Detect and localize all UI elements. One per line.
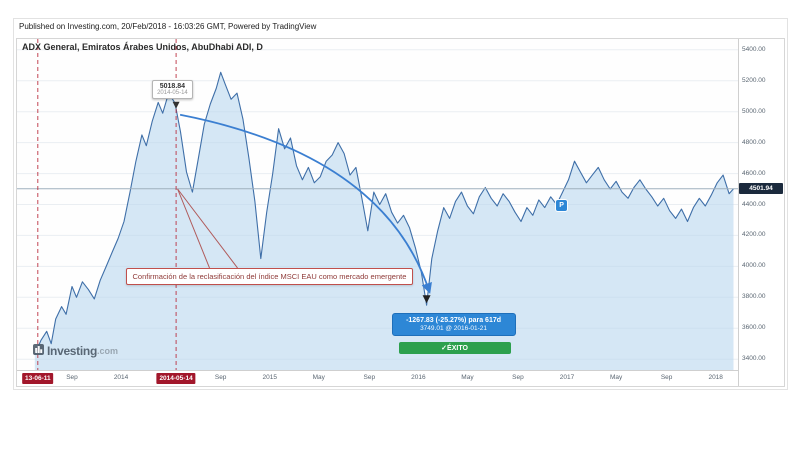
y-tick-label: 4200.00 [742,231,766,239]
current-price-badge: 4501.94 [739,182,783,194]
y-tick-label: 4600.00 [742,169,766,177]
x-tick-label: Sep [66,374,78,381]
chart-box: ADX General, Emiratos Árabes Unidos, Abu… [16,38,785,387]
event-date-badge-2: 2014-05-14 [156,373,196,384]
y-tick-label: 3600.00 [742,324,766,332]
chart-title: ADX General, Emiratos Árabes Unidos, Abu… [22,42,263,52]
event-date-badge-1: 13-06-11 [21,373,54,384]
exito-badge: ✓ÉXITO [398,342,511,355]
chart-widget: Published on Investing.com, 20/Feb/2018 … [13,18,788,390]
x-tick-label: May [461,374,474,381]
investing-logo: Investing .com [33,342,118,360]
x-tick-label: Sep [214,374,227,381]
y-axis[interactable]: 4501.94 3400.00 3600.00 3800.00 4000.00 4200… [738,39,784,386]
x-tick-label: 2017 [559,374,575,381]
y-tick-label: 4000.00 [742,262,766,270]
peak-callout[interactable]: 5018.84 2014-05-14 [152,79,193,99]
measure-change: -1267.83 (-25.27%) para 617d [406,317,502,325]
msci-annotation[interactable]: Confirmación de la reclasificación del í… [125,267,414,285]
y-tick-label: 3800.00 [742,293,766,301]
y-tick-label: 5000.00 [742,107,766,115]
price-chart-svg [17,39,738,370]
y-tick-label: 3400.00 [742,355,766,363]
peak-price: 5018.84 [159,82,186,90]
publication-flag[interactable]: P [556,200,568,212]
y-tick-label: 5400.00 [742,45,766,53]
measure-price-date: 3749.01 @ 2016-01-21 [420,325,488,333]
peak-date: 2014-05-14 [157,89,188,96]
x-tick-label: Sep [512,374,524,381]
x-tick-label: 2014 [113,374,129,381]
x-tick-label: May [312,374,325,381]
plot-area[interactable]: ADX General, Emiratos Árabes Unidos, Abu… [17,39,738,370]
x-tick-label: May [609,374,623,381]
measure-tooltip[interactable]: -1267.83 (-25.27%) para 617d 3749.01 @ 2… [391,313,516,337]
y-tick-label: 5200.00 [742,76,766,84]
investing-logo-tld: .com [96,346,118,356]
publish-info: Published on Investing.com, 20/Feb/2018 … [19,22,317,31]
investing-logo-text: Investing [47,344,97,358]
y-tick-label: 4400.00 [742,200,766,208]
x-tick-label: 2018 [708,374,723,381]
x-tick-label: 2016 [411,374,426,381]
x-tick-label: Sep [363,374,376,381]
x-tick-label: Sep [660,374,673,381]
x-axis[interactable]: 13-06-11 2014-05-14 Sep 2014 Sep 2015 May Sep… [17,370,738,386]
y-tick-label: 4800.00 [742,138,766,146]
x-tick-label: 2015 [262,374,277,381]
investing-logo-icon [33,342,44,360]
